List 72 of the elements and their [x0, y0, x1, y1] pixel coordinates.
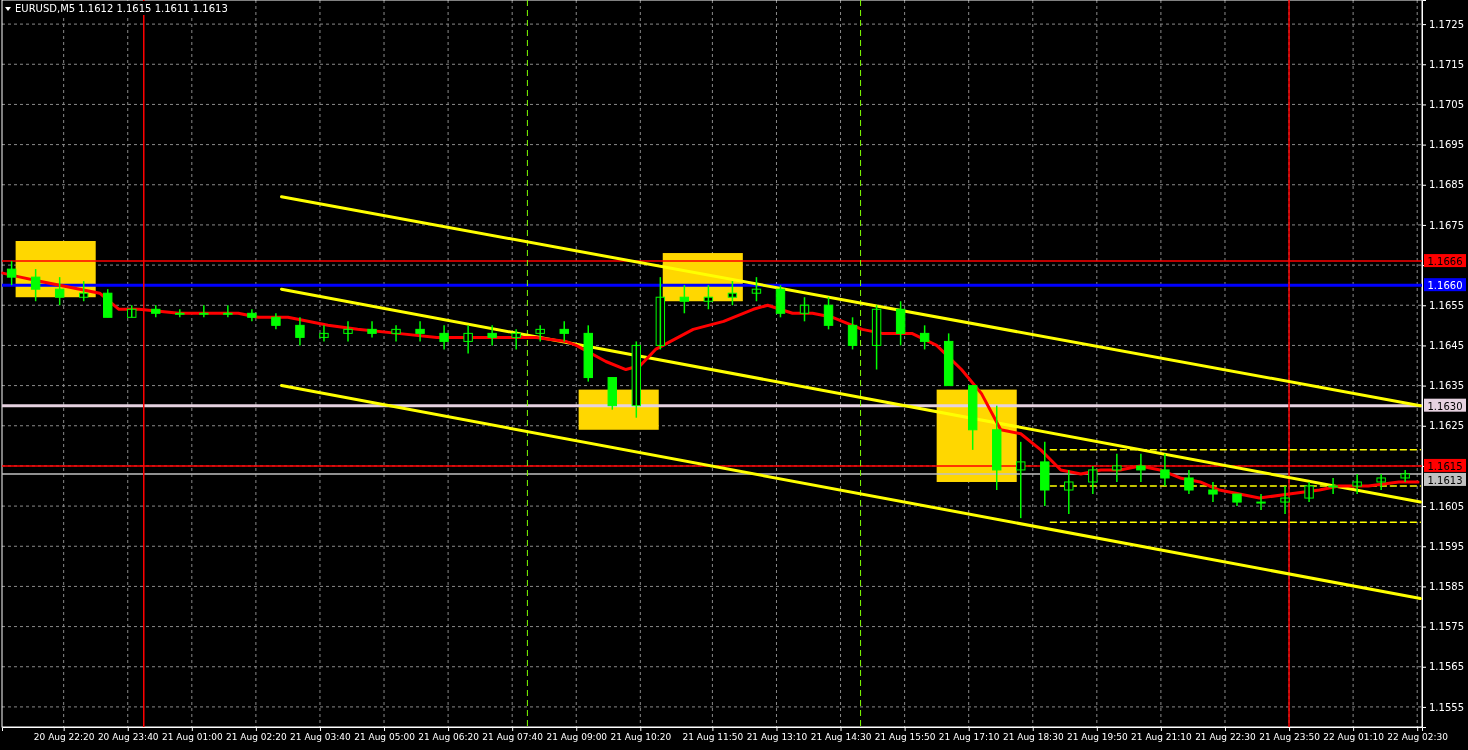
x-tick-label: 21 Aug 07:40: [482, 732, 544, 743]
y-tick-label: 1.1575: [1429, 621, 1464, 633]
y-tick-label: 1.1585: [1429, 581, 1464, 593]
x-tick-label: 21 Aug 15:50: [874, 732, 936, 743]
ref-line-label: 1.1630: [1427, 400, 1463, 412]
x-tick-label: 21 Aug 21:10: [1131, 732, 1193, 743]
candlestick: [655, 276, 666, 351]
y-tick-label: 1.1555: [1429, 701, 1464, 713]
candlestick: [6, 260, 17, 286]
candlestick: [30, 268, 41, 302]
candlestick: [943, 332, 954, 387]
y-tick-label: 1.1695: [1429, 139, 1464, 151]
candlestick: [1016, 441, 1026, 519]
x-tick-label: 21 Aug 19:50: [1066, 732, 1128, 743]
x-tick-label: 21 Aug 11:50: [682, 732, 744, 743]
y-tick-label: 1.1625: [1429, 420, 1464, 432]
x-tick-label: 21 Aug 13:10: [746, 732, 808, 743]
x-tick-label: 21 Aug 10:20: [610, 732, 672, 743]
x-tick-label: 21 Aug 22:30: [1195, 732, 1257, 743]
candlestick: [1256, 493, 1266, 511]
candlestick: [1184, 469, 1194, 495]
candlestick: [607, 376, 617, 411]
y-tick-label: 1.1685: [1429, 179, 1464, 191]
candlestick: [631, 340, 642, 419]
y-tick-label: 1.1635: [1429, 380, 1464, 392]
candlestick: [1232, 493, 1242, 507]
candlestick: [1376, 473, 1386, 491]
y-tick-label: 1.1605: [1429, 500, 1464, 512]
ref-line-label: 1.1666: [1427, 256, 1463, 268]
x-tick-label: 21 Aug 01:00: [161, 732, 223, 743]
y-tick-label: 1.1645: [1429, 340, 1464, 352]
y-tick-label: 1.1705: [1429, 99, 1464, 111]
candlestick: [992, 404, 1002, 491]
candlestick: [1280, 485, 1290, 515]
candlestick: [1304, 481, 1314, 503]
x-tick-label: 21 Aug 18:30: [1002, 732, 1064, 743]
candlestick: [1112, 453, 1122, 483]
x-tick-label: 22 Aug 02:30: [1387, 732, 1449, 743]
candlestick: [1136, 453, 1146, 483]
x-tick-label: 21 Aug 23:50: [1259, 732, 1321, 743]
x-tick-label: 21 Aug 09:00: [546, 732, 608, 743]
ref-line-label: 1.1615: [1427, 460, 1463, 472]
candlestick: [1160, 453, 1170, 487]
candlestick: [583, 324, 593, 383]
x-tick-label: 21 Aug 17:10: [938, 732, 1000, 743]
y-tick-label: 1.1565: [1429, 661, 1464, 673]
x-tick-label: 20 Aug 22:20: [33, 732, 95, 743]
x-tick-label: 22 Aug 01:10: [1323, 732, 1385, 743]
y-tick-label: 1.1595: [1429, 540, 1464, 552]
ref-line-label: 1.1613: [1427, 474, 1463, 486]
y-tick-label: 1.1725: [1429, 18, 1464, 30]
x-tick-label: 21 Aug 03:40: [290, 732, 352, 743]
chart-title: EURUSD,M5 1.1612 1.1615 1.1611 1.1613: [15, 3, 228, 14]
candlestick: [103, 288, 113, 319]
x-tick-label: 21 Aug 05:00: [354, 732, 416, 743]
candlestick: [54, 276, 65, 307]
x-tick-label: 21 Aug 14:30: [810, 732, 872, 743]
candlestick: [1208, 481, 1218, 503]
x-tick-label: 21 Aug 06:20: [418, 732, 480, 743]
candlestick: [1088, 465, 1098, 495]
candlestick: [1400, 469, 1410, 483]
candlestick: [1352, 473, 1362, 495]
candlestick: [1064, 469, 1074, 515]
candlestick: [1328, 477, 1338, 495]
candlestick: [967, 384, 978, 451]
x-tick-label: 21 Aug 02:20: [226, 732, 287, 743]
y-tick-label: 1.1715: [1429, 58, 1464, 70]
ref-line-label: 1.1660: [1427, 280, 1463, 292]
candlestick: [78, 280, 89, 302]
x-tick-label: 20 Aug 23:40: [97, 732, 159, 743]
y-tick-label: 1.1675: [1429, 219, 1464, 231]
y-tick-label: 1.1655: [1429, 299, 1464, 311]
